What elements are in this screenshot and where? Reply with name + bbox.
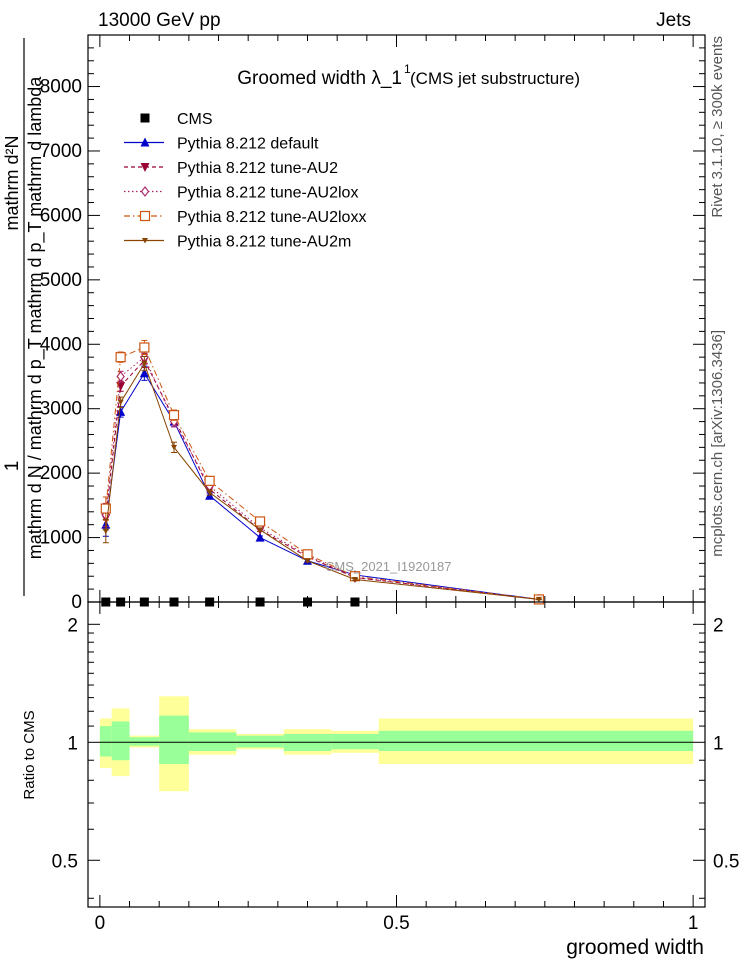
legend-label: Pythia 8.212 default: [177, 136, 319, 153]
data-point: [102, 528, 109, 535]
y-tick-label: 5000: [40, 270, 82, 291]
series-3: [101, 349, 544, 605]
series-1: [101, 365, 544, 604]
ratio-band-stat: [188, 732, 237, 752]
y-tick-label: 3000: [40, 399, 82, 420]
data-point: [304, 558, 311, 564]
legend-entry-3: Pythia 8.212 tune-AU2lox: [124, 185, 358, 202]
y-tick-label: 6000: [40, 205, 82, 226]
legend-marker: [140, 137, 150, 147]
data-point: [535, 596, 542, 603]
main-series-group: [100, 339, 544, 607]
legend: CMS Pythia 8.212 default Pythia 8.212 tune…: [124, 111, 366, 251]
data-point: [257, 527, 264, 533]
data-point: [139, 368, 149, 378]
legend-entry-4: Pythia 8.212 tune-AU2loxx: [124, 209, 366, 226]
ratio-plot-panel: 0.5 0.51 12 2 0 0.5 1 Ratio to CMS groomed wi…: [21, 601, 739, 959]
series-line: [105, 356, 539, 600]
y-tick-label: 2000: [40, 463, 82, 484]
data-point: [116, 371, 125, 382]
data-point: [168, 410, 180, 421]
data-point: [115, 352, 126, 363]
y-tick-label: 8000: [40, 77, 82, 98]
data-point: [116, 406, 126, 416]
legend-label: CMS: [177, 111, 213, 128]
series-4: [100, 339, 544, 605]
data-point: [171, 444, 178, 451]
analysis-watermark: CMS_2021_I1920187: [325, 559, 452, 574]
y-axis-label-prefix: 1: [2, 461, 23, 472]
legend-marker: [140, 186, 150, 197]
ratio-y-tick-label-right: 2: [713, 615, 724, 636]
series-line: [105, 362, 539, 600]
legend-entry-5: Pythia 8.212 tune-AU2m: [124, 234, 351, 251]
ratio-y-tick-label-right: 0.5: [713, 851, 739, 872]
x-axis-label: groomed width: [566, 936, 704, 959]
y-tick-label: 4000: [40, 334, 82, 355]
y-tick-label: 1000: [40, 528, 82, 549]
ratio-y-tick-label: 0.5: [52, 851, 78, 872]
x-tick-label: 0.5: [383, 913, 409, 934]
series-line: [105, 346, 539, 600]
ratio-uncertainty-bands: [99, 696, 694, 792]
ratio-band-stat: [111, 721, 130, 761]
data-point: [254, 516, 266, 527]
data-point: [141, 361, 148, 367]
y-tick-label: 0: [71, 592, 82, 613]
series-line: [105, 359, 539, 600]
ratio-band-stat: [236, 735, 284, 748]
legend-marker: [140, 163, 150, 172]
ratio-y-tick-label-right: 1: [713, 733, 724, 754]
main-x-axis-ticks: [99, 35, 694, 602]
legend-marker: [140, 113, 150, 123]
legend-marker: [142, 238, 148, 244]
process-label: Jets: [656, 10, 691, 31]
plot-title: Groomed width λ_1: [237, 68, 402, 89]
data-point: [100, 503, 111, 514]
legend-entry-1: Pythia 8.212 default: [124, 136, 319, 153]
beam-label: 13000 GeV pp: [98, 10, 221, 31]
legend-label: Pythia 8.212 tune-AU2: [177, 160, 338, 177]
legend-marker: [139, 210, 151, 222]
main-plot-panel: 0 1000 2000 3000 4000 5000 6000 7000 8000 Groome…: [2, 34, 706, 613]
ratio-y-axis: 0.5 0.5 1 1 2 2: [52, 615, 739, 899]
y-axis-label-denominator: mathrm d N / mathrm d p_T mathrm d p_T m…: [25, 76, 46, 559]
mcplots-credit-label: mcplots.cern.ch [arXiv:1306.3436]: [709, 330, 726, 557]
legend-label: Pythia 8.212 tune-AU2lox: [177, 185, 358, 202]
ratio-x-axis: 0 0.5 1: [95, 602, 699, 934]
main-y-axis: 0 1000 2000 3000 4000 5000 6000 7000 8000: [40, 34, 705, 613]
data-point: [255, 532, 265, 542]
legend-label: Pythia 8.212 tune-AU2m: [177, 234, 351, 251]
plot-subtitle: (CMS jet substructure): [410, 69, 580, 88]
legend-label: Pythia 8.212 tune-AU2loxx: [177, 209, 366, 226]
ratio-y-tick-label: 2: [67, 615, 78, 636]
y-tick-label: 7000: [40, 141, 82, 162]
y-axis-label-numerator: mathrm d²N: [2, 135, 22, 230]
ratio-y-axis-label: Ratio to CMS: [21, 710, 38, 799]
data-point: [117, 399, 124, 406]
ratio-band-stat: [159, 715, 189, 765]
data-point: [302, 549, 313, 560]
ratio-band-stat: [331, 733, 379, 750]
legend-entry-0: CMS: [140, 111, 213, 128]
ratio-y-tick-label: 1: [67, 733, 78, 754]
data-point: [204, 475, 215, 486]
ratio-band-stat: [378, 730, 694, 752]
ratio-band-stat: [129, 737, 160, 746]
data-point: [206, 489, 213, 496]
legend-entry-2: Pythia 8.212 tune-AU2: [124, 160, 338, 177]
plot-title-superscript: 1: [404, 62, 411, 76]
data-point: [351, 576, 358, 583]
x-tick-label: 0: [95, 913, 106, 934]
series-5: [102, 356, 542, 603]
x-tick-label: 1: [688, 913, 699, 934]
ratio-band-stat: [99, 726, 112, 757]
rivet-version-label: Rivet 3.1.10, ≥ 300k events: [709, 36, 726, 218]
data-point: [139, 342, 150, 353]
